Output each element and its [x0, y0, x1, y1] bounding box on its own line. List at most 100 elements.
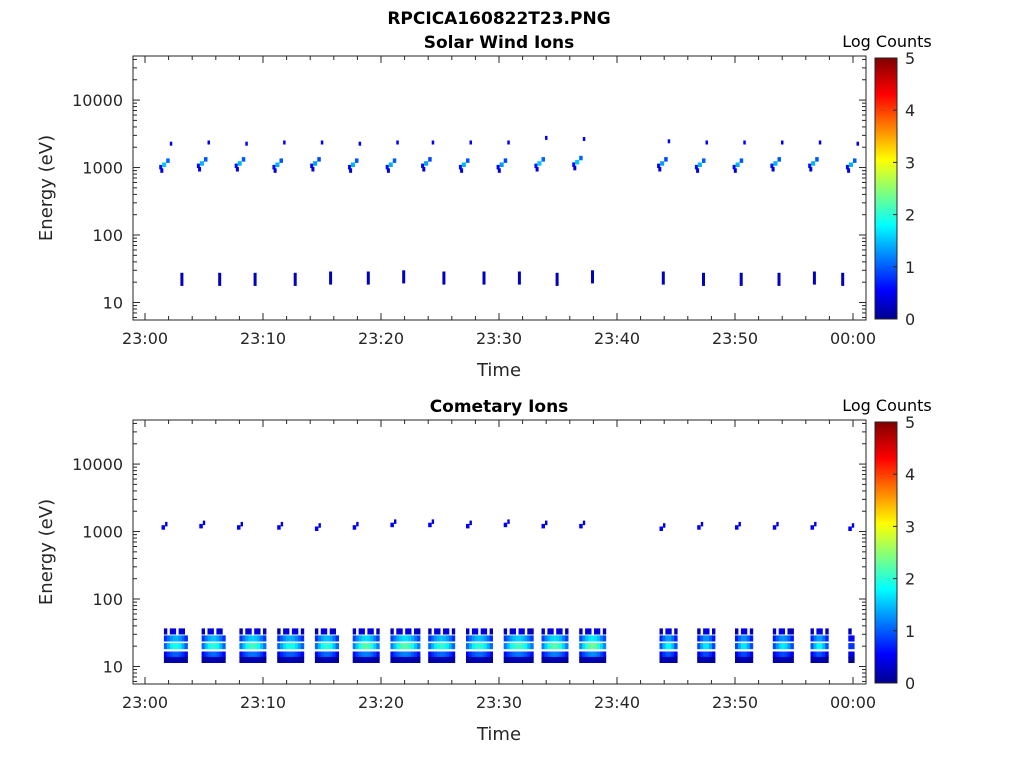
spectrum-cell — [811, 161, 816, 166]
spectrum-cell — [790, 656, 794, 663]
spectrum-cell — [390, 522, 394, 528]
spectrum-cell — [659, 656, 663, 663]
cometary-colorbar-title: Log Counts — [842, 396, 932, 415]
spectrum-cell — [300, 651, 305, 658]
spectrum-cell — [251, 635, 255, 642]
spectrum-cell — [527, 651, 531, 658]
spectrum-cell — [364, 651, 368, 658]
spectrum-cell — [515, 651, 519, 658]
spectrum-cell — [222, 651, 226, 658]
spectrum-cell — [385, 164, 389, 170]
spectrum-cell — [254, 651, 258, 658]
spectrum-cell — [355, 651, 359, 658]
spectrum-cell — [199, 523, 203, 529]
spectrum-cell — [483, 628, 488, 635]
spectrum-cell — [594, 651, 598, 658]
spectrum-cell — [848, 651, 852, 658]
spectrum-cell — [482, 271, 486, 285]
spectrum-cell — [451, 656, 456, 663]
spectrum-cell — [332, 628, 336, 635]
spectrum-cell — [712, 635, 716, 642]
spectrum-cell — [358, 141, 362, 146]
spectrum-cell — [658, 167, 662, 172]
spectrum-cell — [405, 628, 409, 635]
spectrum-cell — [323, 651, 328, 658]
spectrum-cell — [417, 643, 421, 650]
spectrum-cell — [474, 656, 479, 663]
spectrum-cell — [674, 628, 678, 635]
spectrum-cell — [361, 656, 365, 663]
spectrum-cell — [579, 643, 583, 650]
spectrum-cell — [497, 168, 501, 173]
spectrum-cell — [480, 651, 485, 658]
spectrum-cell — [702, 158, 706, 163]
spectrum-cell — [740, 656, 745, 663]
spectrum-cell — [248, 635, 252, 642]
spectrum-cell — [579, 651, 583, 658]
spectrum-cell — [466, 523, 470, 529]
spectrum-cell — [352, 628, 357, 635]
spectrum-cell — [524, 656, 528, 663]
spectrum-cell — [530, 651, 534, 658]
spectrum-cell — [313, 161, 318, 166]
spectrum-cell — [402, 270, 406, 284]
spectrum-cell — [367, 651, 371, 658]
spectrum-cell — [469, 140, 472, 145]
spectrum-cell — [329, 628, 334, 635]
spectrum-cell — [556, 643, 560, 650]
spectrum-cell — [352, 635, 357, 642]
spectrum-cell — [277, 651, 281, 658]
solar-wind-y-axis-label: Energy (eV) — [36, 135, 57, 241]
spectrum-cell — [180, 272, 184, 286]
spectrum-cell — [813, 651, 817, 658]
spectrum-cell — [579, 523, 583, 529]
spectrum-cell — [175, 656, 180, 663]
spectrum-cell — [810, 635, 814, 642]
spectrum-cell — [659, 651, 663, 658]
spectrum-cell — [777, 157, 781, 162]
spectrum-cell — [280, 643, 284, 650]
spectrum-cell — [668, 656, 672, 663]
spectrum-cell — [665, 643, 669, 650]
spectrum-cell — [790, 643, 794, 650]
spectrum-cell — [602, 656, 607, 663]
spectrum-cell — [394, 519, 397, 524]
spectrum-cell — [166, 651, 171, 658]
spectrum-cell — [367, 643, 371, 650]
spectrum-cell — [775, 651, 780, 658]
spectrum-cell — [851, 651, 855, 658]
colorbar-tick-label: 0 — [905, 310, 915, 329]
spectrum-cell — [160, 168, 164, 173]
solar-wind-axes: 23:00 23:10 23:20 23:30 23:40 23:50 00:00 10 100… — [72, 56, 876, 348]
solar-wind-x-axis-label: Time — [476, 360, 521, 381]
spectrum-cell — [489, 651, 493, 658]
spectrum-cell — [697, 651, 701, 658]
spectrum-cell — [743, 656, 748, 663]
spectrum-cell — [790, 635, 794, 642]
spectrum-cell — [399, 656, 403, 663]
spectrum-cell — [521, 651, 525, 658]
spectrum-cell — [740, 651, 745, 658]
spectrum-cell — [169, 656, 174, 663]
x-tick-label: 23:40 — [594, 329, 640, 348]
spectrum-cell — [808, 163, 812, 169]
spectrum-cell — [181, 628, 185, 635]
spectrum-cell — [210, 651, 214, 658]
spectrum-cell — [518, 643, 522, 650]
spectrum-cell — [841, 272, 845, 286]
spectrum-cell — [326, 643, 331, 650]
spectrum-cell — [431, 651, 435, 658]
spectrum-cell — [437, 643, 441, 650]
spectrum-cell — [417, 628, 421, 635]
spectrum-cell — [515, 635, 519, 642]
spectrum-cell — [178, 628, 182, 635]
spectrum-cell — [402, 651, 406, 658]
spectrum-cell — [746, 651, 751, 658]
spectrum-cell — [222, 643, 226, 650]
spectrum-cell — [376, 656, 380, 663]
spectrum-cell — [810, 643, 814, 650]
spectrum-cell — [314, 656, 319, 663]
cometary-colorbar-ticks: 0 1 2 3 4 5 — [893, 413, 915, 693]
spectrum-cell — [332, 643, 336, 650]
spectrum-cell — [358, 635, 362, 642]
